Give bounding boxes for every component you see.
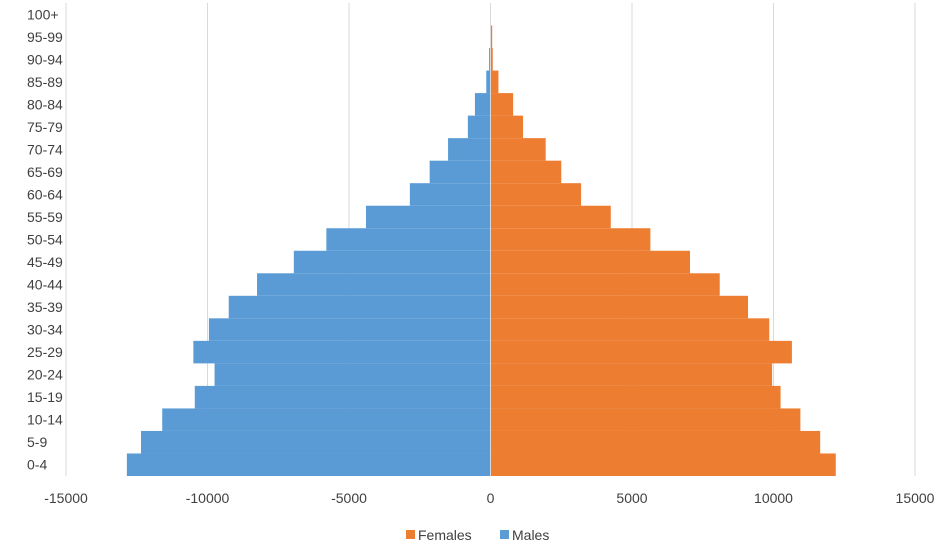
y-tick-label: 65-69 [27,164,63,180]
y-tick-label: 75-79 [27,119,63,135]
bar-males-15-19 [194,385,491,409]
y-tick-label: 0-4 [27,457,47,473]
bar-females-75-79 [490,115,524,139]
bar-males-25-29 [193,340,491,364]
legend-label-males: Males [512,527,549,543]
bar-females-55-59 [490,205,611,229]
legend: Females Males [406,527,549,543]
y-tick-label: 35-39 [27,299,63,315]
bar-females-80-84 [490,93,514,116]
bar-males-40-44 [257,273,491,296]
x-tick-label: -10000 [186,490,230,506]
y-tick-label: 90-94 [27,51,63,67]
bar-males-5-9 [140,430,491,454]
bar-males-75-79 [467,115,491,139]
legend-label-females: Females [418,527,472,543]
y-tick-label: 30-34 [27,322,63,338]
x-tick-label: -5000 [331,490,367,506]
y-tick-label: 55-59 [27,209,63,225]
bar-males-55-59 [365,205,491,229]
y-tick-label: 20-24 [27,367,63,383]
y-tick-label: 85-89 [27,74,63,90]
bar-females-30-34 [490,318,770,341]
bar-males-10-14 [162,408,491,431]
bar-males-50-54 [326,228,491,251]
y-tick-label: 60-64 [27,186,63,202]
y-tick-label: 15-19 [27,389,63,405]
y-tick-label: 100+ [27,6,59,22]
bar-males-30-34 [208,318,491,341]
bar-females-0-4 [490,453,836,476]
y-tick-label: 70-74 [27,141,63,157]
bar-females-10-14 [490,408,801,431]
bar-females-45-49 [490,250,691,274]
bar-males-20-24 [214,363,491,386]
bar-males-65-69 [429,160,491,184]
x-tick-label: 15000 [896,490,935,506]
x-tick-label: -15000 [44,490,88,506]
x-tick-label: 10000 [754,490,793,506]
x-axis-tick-labels: -15000 -10000 -5000 0 5000 10000 15000 [44,490,934,506]
bar-males-85-89 [486,70,491,94]
y-tick-label: 25-29 [27,344,63,360]
bar-males-35-39 [228,295,491,319]
bar-females-5-9 [490,430,821,454]
y-tick-label: 5-9 [27,434,47,450]
y-tick-label: 10-14 [27,412,63,428]
bar-males-45-49 [293,250,491,274]
legend-swatch-females [406,530,415,539]
bar-females-65-69 [490,160,562,184]
bar-males-70-74 [448,138,491,161]
bars [126,3,836,476]
x-tick-label: 5000 [616,490,647,506]
y-tick-label: 40-44 [27,277,63,293]
bar-males-80-84 [474,93,491,116]
bar-females-70-74 [490,138,546,161]
bar-females-25-29 [490,340,792,364]
y-axis-tick-labels: 0-4 5-9 10-14 15-19 20-24 25-29 30-34 35-39 40-4… [27,6,63,472]
y-tick-label: 95-99 [27,29,63,45]
bar-females-60-64 [490,183,582,206]
bar-females-85-89 [490,70,499,94]
bar-females-95-99 [490,25,493,49]
legend-swatch-males [500,530,509,539]
y-tick-label: 80-84 [27,96,63,112]
y-tick-label: 45-49 [27,254,63,270]
bar-females-50-54 [490,228,651,251]
bar-females-20-24 [490,363,773,386]
y-tick-label: 50-54 [27,232,63,248]
bar-males-60-64 [409,183,491,206]
x-tick-label: 0 [487,490,495,506]
bar-females-40-44 [490,273,720,296]
bar-females-35-39 [490,295,749,319]
bar-males-0-4 [126,453,491,476]
bar-females-90-94 [490,48,493,71]
bar-males-90-94 [489,48,491,71]
bar-females-15-19 [490,385,781,409]
